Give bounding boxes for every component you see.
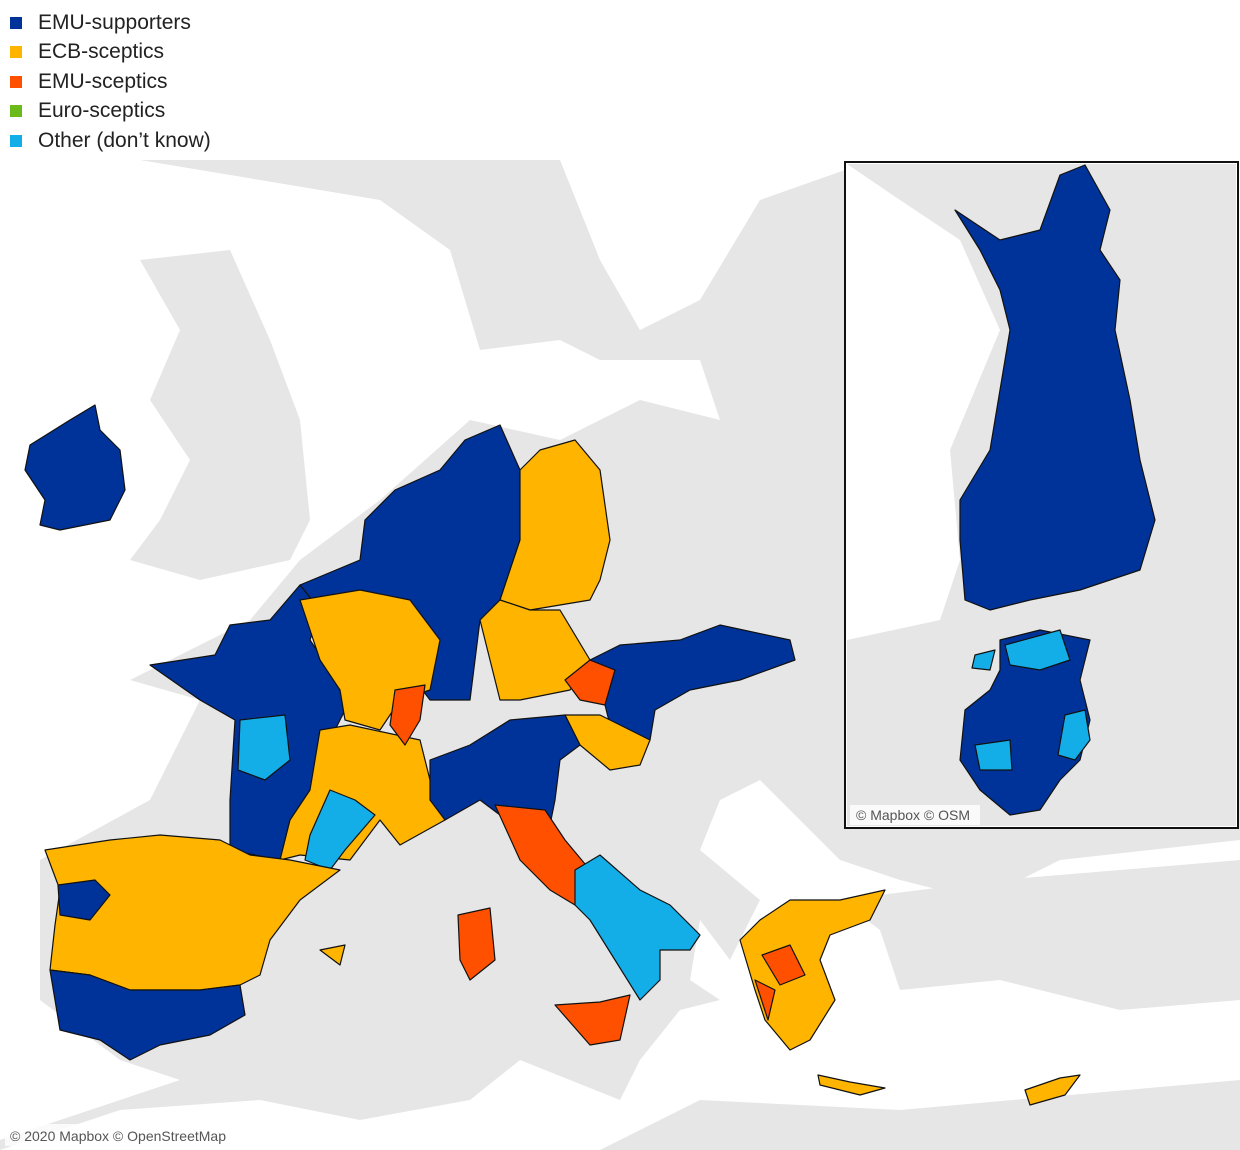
inset-attribution-bg [850,805,980,825]
region [954,164,1156,611]
region [319,944,346,966]
legend-swatch [10,16,22,29]
region [57,879,111,921]
inset-attribution: © Mapbox © OSM [856,807,970,823]
region [974,739,1013,771]
regions [24,404,1081,1106]
region [589,624,796,741]
legend-label: Other (don’t know) [38,128,211,152]
region [24,404,126,531]
region [761,944,806,986]
region [49,969,246,1061]
region [1057,709,1091,761]
legend-item: ECB-sceptics [10,38,211,68]
region [457,907,496,981]
legend-swatch [10,105,22,118]
legend: EMU-supporters ECB-sceptics EMU-sceptics Eu… [10,8,211,156]
region [754,979,776,1021]
map-attribution: © 2020 Mapbox © OpenStreetMap [10,1128,226,1144]
region [499,439,611,611]
legend-label: ECB-sceptics [38,40,165,64]
region [304,789,376,871]
region [1004,629,1071,671]
legend-item: Other (don’t know) [10,126,211,156]
region [817,1074,886,1096]
region [554,994,631,1046]
region [1024,1074,1081,1106]
region [237,714,291,781]
legend-item: EMU-supporters [10,8,211,38]
legend-swatch [10,134,22,147]
map: © Mapbox © OSM © 2020 Mapbox © OpenStree… [0,158,1240,1150]
legend-item: EMU-sceptics [10,67,211,97]
region [389,684,426,746]
legend-label: Euro-sceptics [38,99,166,123]
legend-item: Euro-sceptics [10,97,211,127]
region [971,649,996,671]
legend-label: EMU-sceptics [38,69,168,93]
inset: © Mapbox © OSM [844,161,1239,829]
attribution-bg [5,1124,265,1146]
legend-swatch [10,46,22,59]
legend-swatch [10,75,22,88]
region [44,834,341,991]
region [739,889,886,1051]
legend-label: EMU-supporters [38,10,191,34]
region [574,854,701,1001]
